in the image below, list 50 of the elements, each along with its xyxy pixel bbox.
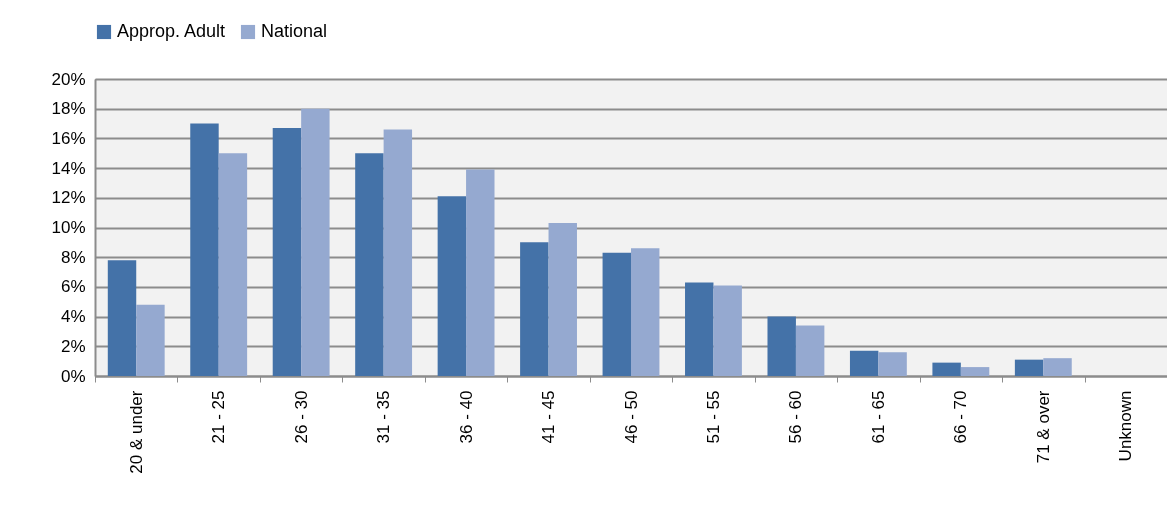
y-tick-label: 8%	[60, 247, 86, 267]
x-tick-label: 71 & over	[1033, 390, 1053, 464]
x-tick-label: 51 - 55	[703, 390, 723, 444]
bar	[218, 153, 248, 376]
bar	[548, 223, 577, 376]
x-tick-label: 46 - 50	[621, 390, 641, 444]
bar	[960, 367, 990, 376]
y-tick-label: 16%	[51, 128, 86, 148]
bar	[631, 248, 660, 376]
x-tick-label: 31 - 35	[374, 390, 394, 444]
y-tick-label: 4%	[60, 307, 86, 327]
bar	[136, 304, 165, 376]
x-tick-label: Unknown	[1116, 390, 1136, 462]
y-tick-label: 12%	[51, 188, 86, 208]
y-tick-label: 0%	[60, 366, 86, 386]
y-tick-label: 10%	[51, 218, 86, 237]
legend-label: National	[261, 21, 328, 41]
x-tick-label: 41 - 45	[539, 390, 559, 444]
bar	[437, 196, 467, 376]
x-tick-label: 56 - 60	[786, 390, 806, 444]
bar	[767, 316, 796, 376]
bar	[932, 362, 961, 376]
x-tick-label: 26 - 30	[291, 390, 311, 444]
bar	[190, 123, 219, 376]
bar	[520, 242, 549, 376]
bar	[383, 129, 413, 376]
x-tick-label: 36 - 40	[456, 390, 476, 444]
bar	[795, 325, 825, 376]
y-tick-label: 2%	[60, 336, 86, 356]
bar	[685, 282, 714, 376]
bar	[301, 108, 330, 376]
x-tick-label: 21 - 25	[209, 390, 229, 444]
x-tick-label: 66 - 70	[951, 390, 971, 444]
bar	[602, 252, 631, 376]
x-tick-label: 61 - 65	[868, 390, 888, 444]
bar	[272, 128, 302, 376]
bar	[466, 169, 495, 376]
y-tick-label: 6%	[60, 277, 86, 297]
bar	[1043, 358, 1072, 376]
bar	[849, 350, 879, 376]
bar	[1014, 359, 1044, 376]
x-tick-label: 20 & under	[126, 390, 146, 474]
y-tick-label: 14%	[51, 158, 86, 178]
y-tick-label: 18%	[51, 99, 86, 119]
bar	[878, 352, 907, 376]
bar	[107, 260, 137, 376]
legend-label: Approp. Adult	[117, 21, 226, 41]
y-tick-label: 20%	[51, 69, 86, 89]
bar	[355, 153, 384, 376]
bar	[713, 285, 742, 376]
